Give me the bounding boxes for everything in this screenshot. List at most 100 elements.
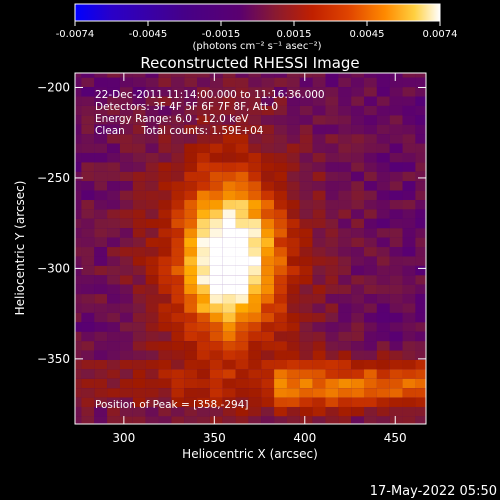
heatmap-cell xyxy=(415,265,426,276)
heatmap-cell xyxy=(351,73,365,78)
heatmap-cell xyxy=(389,181,403,191)
colorbar-tick-label: -0.0015 xyxy=(202,29,241,40)
heatmap-cell xyxy=(402,350,416,360)
heatmap-cell xyxy=(415,115,426,125)
heatmap-cell xyxy=(145,152,159,163)
heatmap-cell xyxy=(299,87,313,97)
heatmap-cell xyxy=(184,247,198,257)
heatmap-cell xyxy=(119,134,133,144)
heatmap-cell xyxy=(184,96,198,106)
heatmap-cell xyxy=(235,275,249,285)
heatmap-cell xyxy=(428,388,441,397)
heatmap-cell xyxy=(364,134,377,144)
heatmap-cell xyxy=(81,162,95,172)
heatmap-cell xyxy=(299,275,313,285)
heatmap-cell xyxy=(312,275,326,285)
heatmap-cell xyxy=(197,275,210,285)
heatmap-cell xyxy=(415,190,426,201)
heatmap-cell xyxy=(132,275,146,285)
heatmap-cell xyxy=(145,96,159,106)
heatmap-cell xyxy=(158,152,172,163)
heatmap-cell xyxy=(428,219,441,228)
heatmap-cell xyxy=(145,87,159,97)
heatmap-cell xyxy=(75,397,82,407)
heatmap-cell xyxy=(81,350,95,360)
heatmap-cell xyxy=(351,322,365,332)
heatmap-cell xyxy=(132,312,146,323)
chart-title: Reconstructed RHESSI Image xyxy=(140,54,359,72)
heatmap-cell xyxy=(184,331,198,342)
heatmap-cell xyxy=(312,369,326,379)
heatmap-cell xyxy=(402,341,416,351)
heatmap-cell xyxy=(145,265,159,276)
heatmap-cell xyxy=(402,256,416,266)
heatmap-cell xyxy=(376,124,390,135)
heatmap-cell xyxy=(428,379,441,388)
heatmap-cell xyxy=(119,190,133,201)
heatmap-cell xyxy=(376,190,390,201)
heatmap-cell xyxy=(428,191,441,200)
heatmap-cell xyxy=(261,388,275,398)
heatmap-cell xyxy=(107,303,120,313)
heatmap-cell xyxy=(338,303,352,313)
heatmap-cell xyxy=(209,73,223,78)
heatmap-cell xyxy=(364,171,377,182)
heatmap-cell xyxy=(248,162,262,172)
heatmap-cell xyxy=(107,350,120,360)
heatmap-cell xyxy=(299,105,313,116)
heatmap-cell xyxy=(351,228,365,238)
heatmap-cell xyxy=(235,143,249,153)
heatmap-cell xyxy=(351,87,365,97)
heatmap-cell xyxy=(286,143,300,153)
heatmap-cell xyxy=(299,237,313,248)
heatmap-cell xyxy=(299,171,313,182)
heatmap-cell xyxy=(312,388,326,398)
heatmap-cell xyxy=(286,134,300,144)
heatmap-cell xyxy=(171,134,185,144)
heatmap-cell xyxy=(132,406,146,417)
heatmap-cell xyxy=(274,275,287,285)
heatmap-cell xyxy=(209,388,223,398)
heatmap-cell xyxy=(94,341,108,351)
heatmap-cell xyxy=(428,313,441,322)
heatmap-cell xyxy=(145,397,159,407)
heatmap-cell xyxy=(248,73,262,78)
heatmap-cells xyxy=(75,73,441,435)
heatmap-cell xyxy=(94,134,108,144)
heatmap-cell xyxy=(119,124,133,135)
heatmap-cell xyxy=(428,134,441,143)
heatmap-cell xyxy=(209,247,223,257)
heatmap-cell xyxy=(81,369,95,379)
heatmap-cell xyxy=(236,426,249,435)
heatmap-cell xyxy=(299,152,313,163)
heatmap-cell xyxy=(286,331,300,342)
heatmap-cell xyxy=(415,331,426,342)
heatmap-cell xyxy=(389,209,403,219)
heatmap-cell xyxy=(261,256,275,266)
heatmap-cell xyxy=(158,406,172,417)
heatmap-cell xyxy=(107,237,120,248)
heatmap-cell xyxy=(94,247,108,257)
heatmap-cell xyxy=(209,331,223,342)
heatmap-cell xyxy=(119,359,133,370)
heatmap-cell xyxy=(312,331,326,342)
heatmap-cell xyxy=(248,416,262,424)
heatmap-cell xyxy=(81,284,95,295)
heatmap-cell xyxy=(338,77,352,88)
heatmap-cell xyxy=(222,406,236,417)
heatmap-cell xyxy=(145,406,159,417)
heatmap-cell xyxy=(286,115,300,125)
heatmap-cell xyxy=(171,87,185,97)
heatmap-cell xyxy=(338,237,352,248)
heatmap-cell xyxy=(145,275,159,285)
heatmap-cell xyxy=(75,322,82,332)
heatmap-cell xyxy=(197,152,210,163)
heatmap-cell xyxy=(94,406,108,417)
heatmap-cell xyxy=(248,256,262,266)
heatmap-cell xyxy=(286,406,300,417)
heatmap-cell xyxy=(428,115,441,124)
heatmap-cell xyxy=(364,209,377,219)
heatmap-cell xyxy=(351,171,365,182)
heatmap-cell xyxy=(364,303,377,313)
heatmap-cell xyxy=(197,115,210,125)
